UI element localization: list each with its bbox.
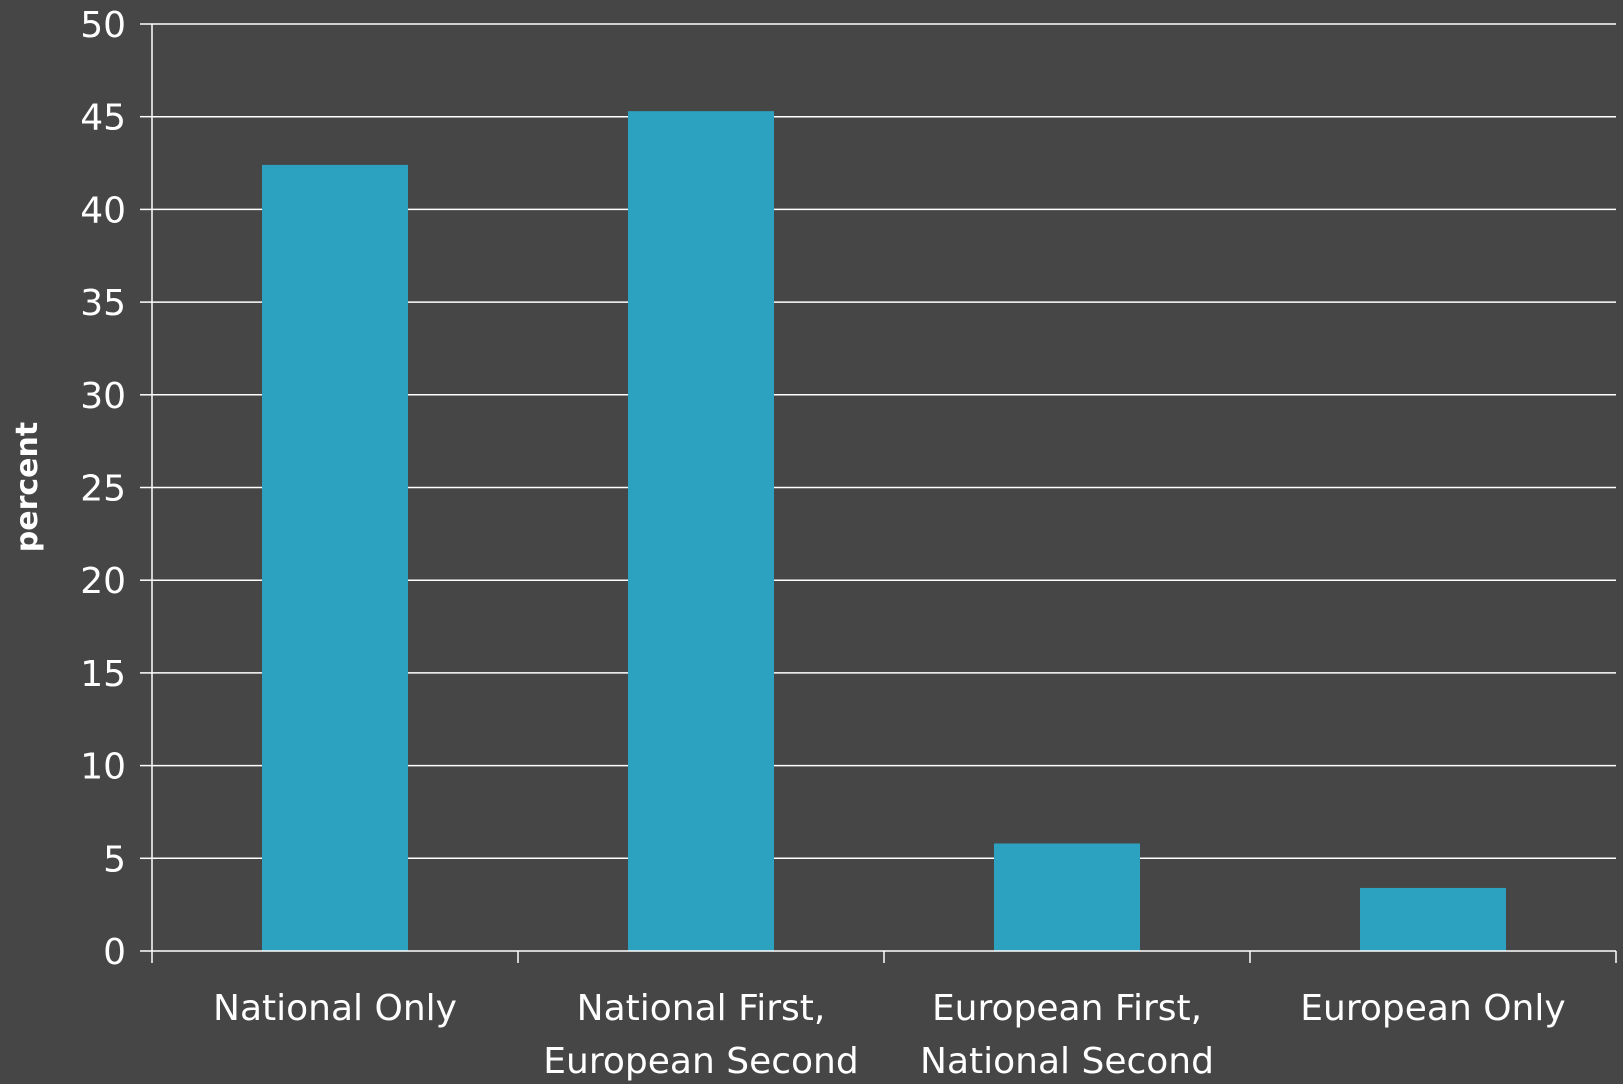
x-category-label: National Only	[213, 988, 457, 1029]
bar	[628, 111, 774, 951]
x-category-labels: National Only National First, European Sec…	[213, 988, 1566, 1082]
y-tick-label: 50	[80, 5, 126, 46]
y-tick-label: 0	[103, 932, 126, 973]
y-tick-label: 15	[80, 654, 126, 695]
y-tick-label: 40	[80, 190, 126, 231]
y-tick-labels: 0 5 10 15 20 25 30 35 40 45 50	[80, 5, 126, 973]
x-category-label: European First,	[932, 988, 1202, 1029]
bar	[1360, 887, 1506, 951]
y-tick-label: 35	[80, 283, 126, 324]
y-tick-label: 30	[80, 376, 126, 417]
y-tick-label: 25	[80, 469, 126, 510]
y-tick-label: 5	[103, 839, 126, 880]
bar	[262, 164, 408, 952]
bar	[994, 843, 1140, 951]
y-axis-title: percent	[10, 422, 45, 552]
x-category-label: European Second	[543, 1041, 858, 1082]
x-category-label: National First,	[577, 988, 826, 1029]
axes	[140, 23, 1617, 963]
x-category-label: National Second	[920, 1041, 1214, 1082]
bars	[262, 111, 1506, 952]
y-tick-label: 45	[80, 98, 126, 139]
y-tick-label: 10	[80, 747, 126, 788]
x-category-label: European Only	[1300, 988, 1565, 1029]
y-tick-label: 20	[80, 561, 126, 602]
